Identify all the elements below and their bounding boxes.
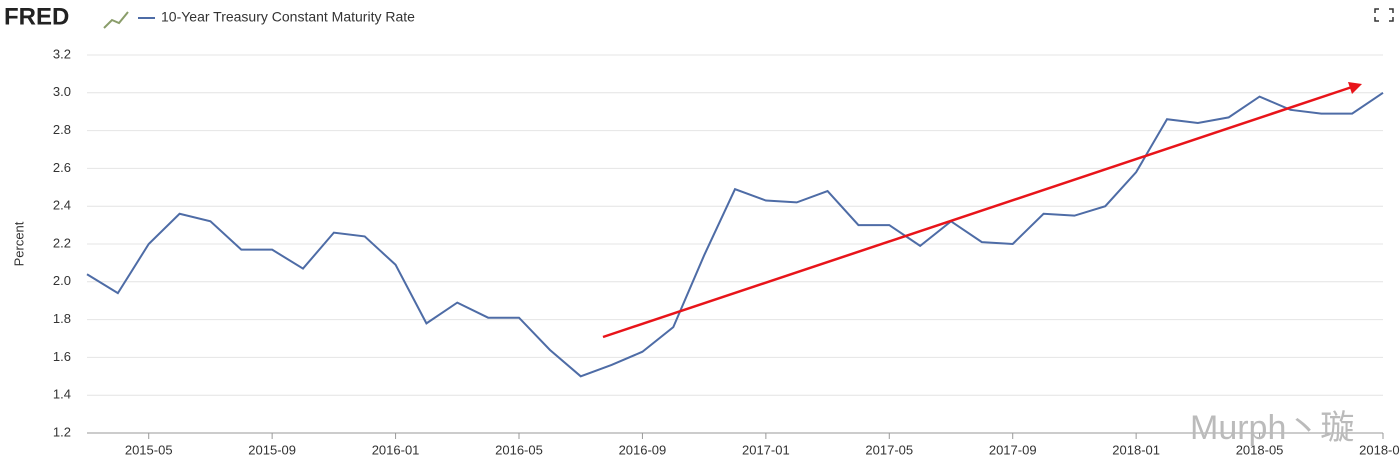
y-tick-label: 3.2: [53, 46, 71, 61]
x-tick-label: 2016-09: [619, 442, 667, 457]
y-axis-label: Percent: [11, 221, 26, 266]
y-tick-label: 2.6: [53, 160, 71, 175]
x-tick-label: 2016-05: [495, 442, 543, 457]
y-tick-label: 2.0: [53, 273, 71, 288]
y-tick-label: 1.8: [53, 311, 71, 326]
y-tick-label: 2.2: [53, 235, 71, 250]
logo-icon: [103, 11, 129, 29]
logo: FRED: [4, 3, 69, 30]
trend-arrow: [602, 85, 1353, 339]
x-tick-label: 2015-09: [248, 442, 296, 457]
x-tick-label: 2018-09: [1359, 442, 1400, 457]
x-tick-label: 2017-09: [989, 442, 1037, 457]
y-tick-label: 2.4: [53, 198, 71, 213]
y-tick-label: 2.8: [53, 122, 71, 137]
y-tick-label: 3.0: [53, 84, 71, 99]
trend-arrowhead: [1348, 82, 1362, 94]
fullscreen-icon[interactable]: [1374, 8, 1394, 22]
x-tick-label: 2015-05: [125, 442, 173, 457]
watermark: Murph丶璇: [1190, 409, 1354, 447]
series-line: [86, 91, 1384, 378]
y-tick-label: 1.2: [53, 424, 71, 439]
y-tick-label: 1.4: [53, 387, 71, 402]
legend-label: 10-Year Treasury Constant Maturity Rate: [161, 9, 415, 25]
x-tick-label: 2018-05: [1236, 442, 1284, 457]
y-tick-label: 1.6: [53, 349, 71, 364]
x-tick-label: 2018-01: [1112, 442, 1160, 457]
x-tick-label: 2017-05: [865, 442, 913, 457]
x-tick-label: 2016-01: [372, 442, 420, 457]
x-tick-label: 2017-01: [742, 442, 790, 457]
